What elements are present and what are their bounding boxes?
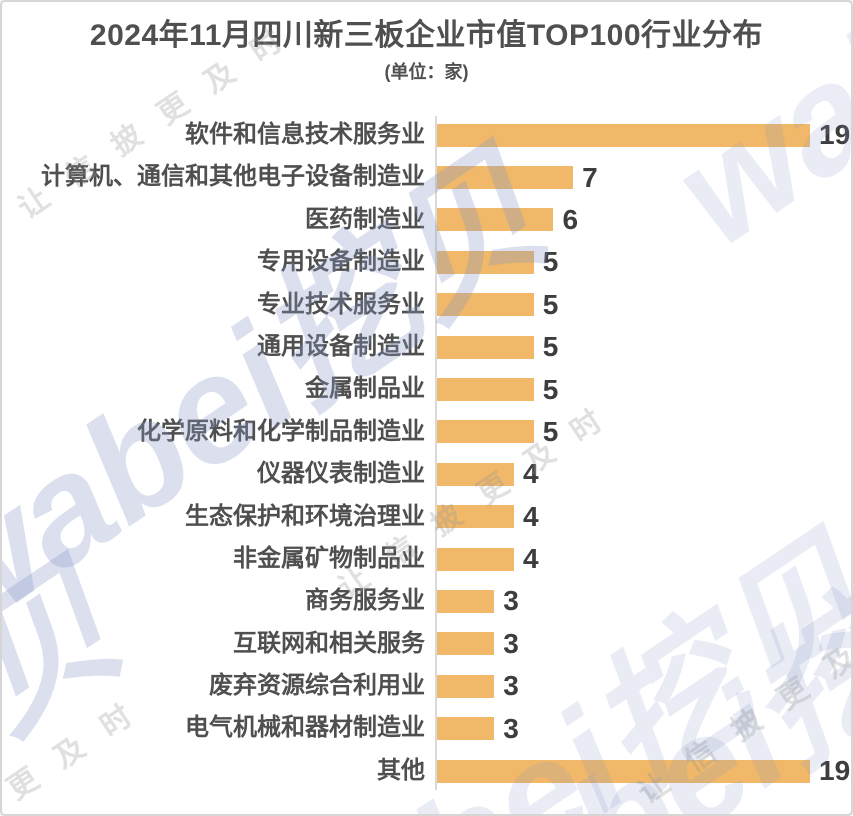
bar [435, 759, 811, 783]
category-label: 仪器仪表制造业 [257, 460, 425, 488]
bar-cell: 4 [435, 460, 851, 488]
bar [435, 547, 514, 571]
category-label: 计算机、通信和其他电子设备制造业 [41, 163, 425, 191]
category-label: 金属制品业 [305, 375, 425, 403]
category-label: 软件和信息技术服务业 [185, 121, 425, 148]
chart-row: 非金属矿物制品业 4 [2, 538, 851, 580]
bar-rows: 软件和信息技术服务业 19 计算机、通信和其他电子设备制造业 7 医药制造业 6 专用设备制… [2, 114, 851, 792]
bar [435, 462, 514, 486]
bar [435, 123, 811, 147]
bar [435, 250, 534, 274]
bar-cell: 3 [435, 672, 851, 700]
value-label: 19 [819, 755, 851, 787]
category-label: 医药制造业 [305, 205, 425, 233]
bar [435, 335, 534, 359]
bar-cell: 6 [435, 203, 851, 235]
category-label: 电气机械和器材制造业 [185, 714, 425, 742]
value-label: 5 [542, 288, 559, 320]
category-label: 专用设备制造业 [257, 248, 425, 276]
value-label: 5 [542, 373, 559, 405]
bar-cell: 4 [435, 500, 851, 532]
chart-row: 化学原料和化学制品制造业 5 [2, 411, 851, 453]
bar-cell: 7 [435, 161, 851, 193]
bar-cell: 3 [435, 587, 851, 615]
category-label: 通用设备制造业 [257, 332, 425, 360]
bar [435, 674, 495, 698]
chart-row: 商务服务业 3 [2, 580, 851, 622]
bar-chart: 软件和信息技术服务业 19 计算机、通信和其他电子设备制造业 7 医药制造业 6 专用设备制… [2, 114, 851, 792]
bar [435, 378, 534, 402]
value-label: 19 [819, 119, 851, 151]
value-label: 6 [562, 203, 579, 235]
category-label: 废弃资源综合利用业 [209, 672, 425, 700]
bar-cell: 3 [435, 712, 851, 744]
chart-row: 专用设备制造业 5 [2, 241, 851, 283]
bar [435, 505, 514, 529]
value-label: 3 [503, 712, 519, 744]
value-label: 3 [503, 627, 519, 659]
bar [435, 208, 554, 232]
bar [435, 166, 574, 190]
chart-row: 通用设备制造业 5 [2, 326, 851, 368]
chart-row: 互联网和相关服务 3 [2, 623, 851, 665]
category-label: 互联网和相关服务 [233, 629, 425, 657]
bar-cell: 5 [435, 248, 851, 276]
bar-cell: 4 [435, 545, 851, 573]
chart-row: 生态保护和环境治理业 4 [2, 496, 851, 538]
value-label: 7 [582, 161, 598, 193]
chart-row: 金属制品业 5 [2, 368, 851, 410]
value-label: 4 [522, 500, 539, 532]
category-label: 化学原料和化学制品制造业 [137, 417, 425, 445]
chart-row: 其他 19 [2, 750, 851, 792]
bar-cell: 5 [435, 415, 851, 447]
category-label: 非金属矿物制品业 [233, 544, 425, 572]
category-label: 其他 [377, 756, 425, 784]
bar-cell: 19 [435, 121, 851, 149]
chart-subtitle: (单位：家) [384, 62, 469, 82]
chart-row: 软件和信息技术服务业 19 [2, 114, 851, 156]
bar [435, 589, 495, 613]
value-label: 3 [503, 585, 519, 617]
value-label: 5 [542, 415, 559, 447]
chart-row: 废弃资源综合利用业 3 [2, 665, 851, 707]
chart-header: 2024年11月四川新三板企业市值TOP100行业分布 (单位：家) [2, 2, 851, 84]
bar [435, 420, 534, 444]
chart-row: 计算机、通信和其他电子设备制造业 7 [2, 156, 851, 198]
chart-row: 医药制造业 6 [2, 199, 851, 241]
chart-title: 2024年11月四川新三板企业市值TOP100行业分布 [89, 19, 764, 52]
value-label: 3 [503, 670, 519, 702]
category-label: 专业技术服务业 [257, 290, 425, 318]
bar-cell: 5 [435, 373, 851, 405]
category-axis-line [435, 116, 437, 791]
category-label: 商务服务业 [305, 587, 425, 615]
category-label: 生态保护和环境治理业 [185, 502, 425, 530]
value-label: 4 [522, 458, 539, 490]
bar-cell: 19 [435, 757, 851, 785]
chart-row: 仪器仪表制造业 4 [2, 453, 851, 495]
chart-row: 电气机械和器材制造业 3 [2, 707, 851, 749]
bar [435, 632, 495, 656]
value-label: 5 [542, 246, 559, 278]
bar [435, 293, 534, 317]
bar [435, 717, 495, 741]
bar-cell: 5 [435, 333, 851, 361]
chart-row: 专业技术服务业 5 [2, 284, 851, 326]
value-label: 5 [542, 331, 559, 363]
value-label: 4 [522, 543, 539, 575]
bar-cell: 5 [435, 288, 851, 320]
bar-cell: 3 [435, 627, 851, 659]
